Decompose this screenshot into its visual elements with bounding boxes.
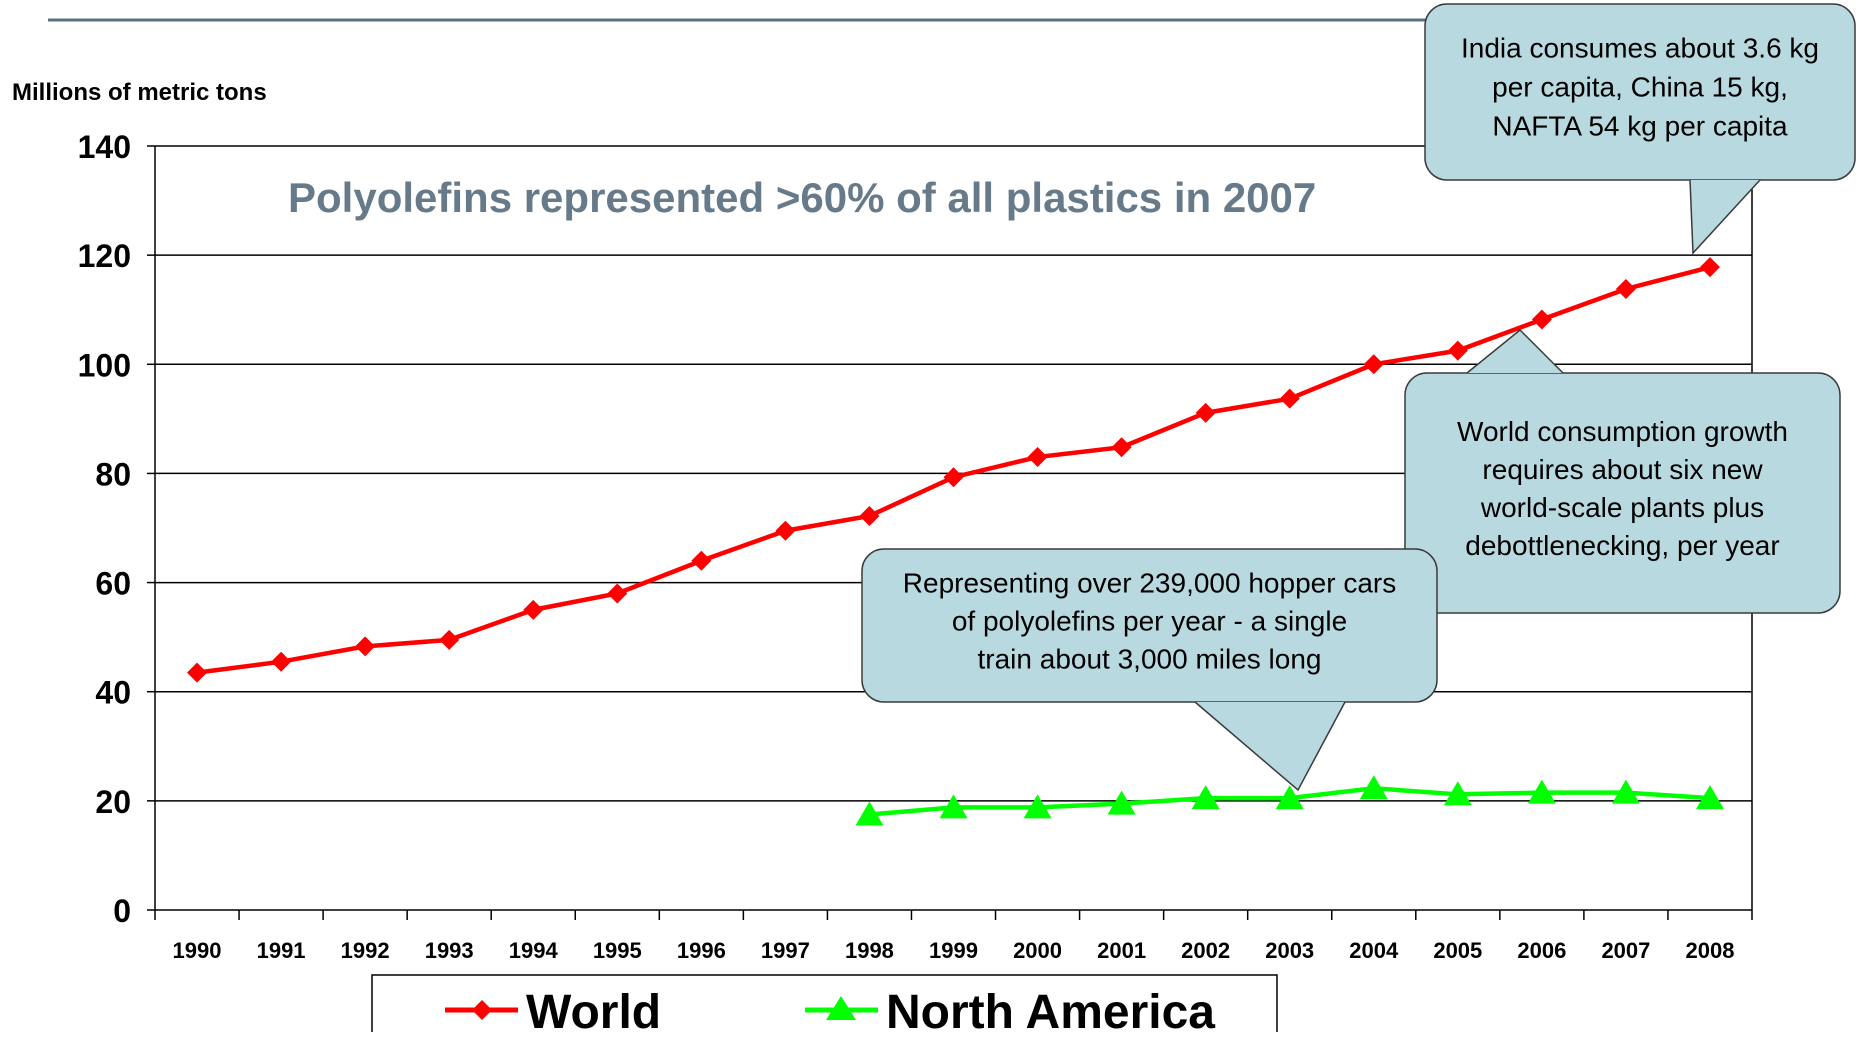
legend-label-world: World xyxy=(526,986,661,1032)
series xyxy=(187,257,1724,826)
y-tick-label: 0 xyxy=(113,893,131,929)
x-tick-label: 2005 xyxy=(1433,938,1482,963)
y-tick-label: 120 xyxy=(78,238,131,274)
callout-text-line: requires about six new xyxy=(1482,454,1763,485)
callout-text: World consumption growth requires about s… xyxy=(1457,416,1788,561)
data-point-world xyxy=(1363,354,1384,375)
axes: 0 20 40 60 80 100 120 140 1990 1991 1992 1993 1994 19… xyxy=(78,129,1753,963)
x-tick-label: 2001 xyxy=(1097,938,1146,963)
x-tick-label: 1999 xyxy=(929,938,978,963)
y-tick-label: 40 xyxy=(95,675,131,711)
data-point-north-america xyxy=(1359,775,1388,800)
callout-pointer-edge xyxy=(1466,328,1564,374)
legend-swatch-north-america-marker xyxy=(826,996,856,1020)
x-tick-label: 1998 xyxy=(845,938,894,963)
data-point-world xyxy=(1279,388,1300,409)
x-tick-label: 1996 xyxy=(677,938,726,963)
data-point-world xyxy=(523,599,544,620)
y-tick-label: 60 xyxy=(95,566,131,602)
data-point-world xyxy=(1111,437,1132,458)
x-tick-label: 2008 xyxy=(1685,938,1734,963)
data-point-world xyxy=(1615,278,1636,299)
data-point-world xyxy=(607,583,628,604)
x-tick-label: 2007 xyxy=(1601,938,1650,963)
data-point-north-america xyxy=(1611,779,1640,804)
data-point-north-america xyxy=(1275,785,1304,810)
x-tick-label: 1997 xyxy=(761,938,810,963)
data-point-world xyxy=(355,636,376,657)
legend-label-north-america: North America xyxy=(886,986,1215,1032)
data-point-north-america xyxy=(1443,781,1472,806)
x-tick-label: 2006 xyxy=(1517,938,1566,963)
x-tick-label: 1995 xyxy=(593,938,642,963)
callout-text-line: Representing over 239,000 hopper cars xyxy=(903,567,1396,598)
legend-swatch-world-marker xyxy=(472,1000,492,1020)
data-point-north-america xyxy=(939,794,968,819)
callout-pointer xyxy=(1195,702,1345,790)
data-point-world xyxy=(943,467,964,488)
data-point-north-america xyxy=(1023,794,1052,819)
data-point-world xyxy=(859,505,880,526)
callout-text-line: India consumes about 3.6 kg xyxy=(1461,32,1819,63)
legend-box xyxy=(371,974,1278,1037)
data-point-north-america xyxy=(1191,785,1220,810)
callout-3: Representing over 239,000 hopper cars of … xyxy=(861,548,1438,792)
data-point-north-america xyxy=(1695,785,1724,810)
x-tick-label: 1991 xyxy=(257,938,306,963)
callout-pointer-edge xyxy=(1194,701,1346,792)
data-point-world xyxy=(1699,257,1720,278)
data-point-world xyxy=(439,629,460,650)
callout-text-line: world-scale plants plus xyxy=(1480,492,1764,523)
data-point-north-america xyxy=(1527,779,1556,804)
y-axis-title: Millions of metric tons xyxy=(12,79,267,106)
callout-box xyxy=(1424,3,1856,181)
data-point-world xyxy=(271,651,292,672)
callout-text-line: NAFTA 54 kg per capita xyxy=(1492,110,1788,141)
callout-1: India consumes about 3.6 kg per capita, C… xyxy=(1424,3,1856,255)
callout-text: Representing over 239,000 hopper cars of … xyxy=(903,567,1396,674)
callout-box xyxy=(1404,372,1841,614)
callout-text-line: debottlenecking, per year xyxy=(1465,530,1779,561)
data-point-world xyxy=(1447,340,1468,361)
chart-title: Polyolefins represented >60% of all plas… xyxy=(288,174,1316,221)
y-tick-label: 20 xyxy=(95,784,131,820)
callout-2: World consumption growth requires about s… xyxy=(1404,328,1841,614)
callout-text: India consumes about 3.6 kg per capita, C… xyxy=(1461,32,1819,141)
data-point-world xyxy=(775,520,796,541)
data-point-world xyxy=(187,662,208,683)
data-point-north-america xyxy=(855,801,884,826)
x-tick-label: 1992 xyxy=(341,938,390,963)
callout-text-line: World consumption growth xyxy=(1457,416,1788,447)
x-tick-label: 2002 xyxy=(1181,938,1230,963)
callout-pointer-edge xyxy=(1689,179,1761,255)
callout-text-line: of polyolefins per year - a single xyxy=(952,605,1347,636)
callouts: India consumes about 3.6 kg per capita, C… xyxy=(861,3,1856,792)
data-point-world xyxy=(691,550,712,571)
callout-pointer xyxy=(1467,330,1563,373)
data-point-north-america xyxy=(1107,790,1136,815)
x-tick-label: 2003 xyxy=(1265,938,1314,963)
x-tick-label: 1994 xyxy=(509,938,559,963)
legend: World North America xyxy=(371,974,1278,1037)
x-tick-label: 2004 xyxy=(1349,938,1399,963)
callout-text-line: train about 3,000 miles long xyxy=(978,643,1322,674)
y-tick-label: 140 xyxy=(78,129,131,165)
data-point-world xyxy=(1195,402,1216,423)
x-tick-label: 1990 xyxy=(173,938,222,963)
x-tick-label: 1993 xyxy=(425,938,474,963)
callout-text-line: per capita, China 15 kg, xyxy=(1492,71,1788,102)
y-tick-label: 80 xyxy=(95,456,131,492)
callout-box xyxy=(861,548,1438,703)
y-tick-label: 100 xyxy=(78,347,131,383)
data-point-world xyxy=(1027,447,1048,468)
x-tick-label: 2000 xyxy=(1013,938,1062,963)
data-point-world xyxy=(1531,309,1552,330)
